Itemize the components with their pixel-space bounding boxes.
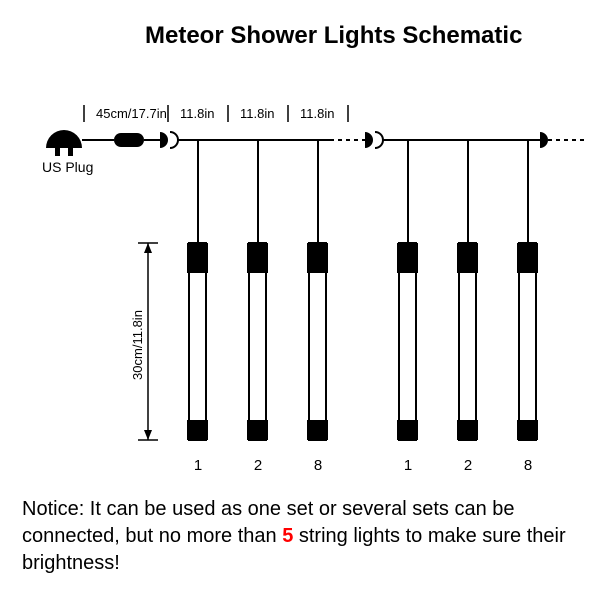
tube-number-1: 1 (194, 457, 202, 474)
dim-spacing-2: 11.8in (240, 106, 274, 121)
connector-female-1 (170, 132, 178, 148)
dim-tube-label: 30cm/11.8in (130, 310, 145, 380)
dim-cable-label: 45cm/17.7in (96, 106, 167, 121)
dim-arrow-up (144, 243, 152, 253)
us-plug-icon (46, 130, 82, 148)
connector-male-end (540, 132, 548, 148)
dim-spacing-1: 11.8in (180, 106, 214, 121)
tube-5: 2 (457, 140, 478, 474)
tube-number-5: 2 (464, 457, 472, 474)
dim-arrow-down (144, 430, 152, 440)
connector-male-2 (365, 132, 373, 148)
tube-1: 1 (187, 140, 208, 474)
connector-male-1 (160, 132, 168, 148)
tube-number-6: 8 (524, 457, 532, 474)
tube-number-4: 1 (404, 457, 412, 474)
connector-female-2 (375, 132, 383, 148)
us-plug-label: US Plug (42, 159, 93, 175)
notice-text: Notice: It can be used as one set or sev… (22, 496, 578, 577)
plug-prong-2 (68, 148, 73, 156)
dim-spacing-3: 11.8in (300, 106, 334, 121)
tube-4: 1 (397, 140, 418, 474)
notice-highlight: 5 (282, 525, 293, 547)
tube-number-3: 8 (314, 457, 322, 474)
tube-3: 8 (307, 140, 328, 474)
tube-6: 8 (517, 140, 538, 474)
tube-2: 2 (247, 140, 268, 474)
plug-prong-1 (55, 148, 60, 156)
transformer-icon (114, 133, 144, 147)
tube-number-2: 2 (254, 457, 262, 474)
